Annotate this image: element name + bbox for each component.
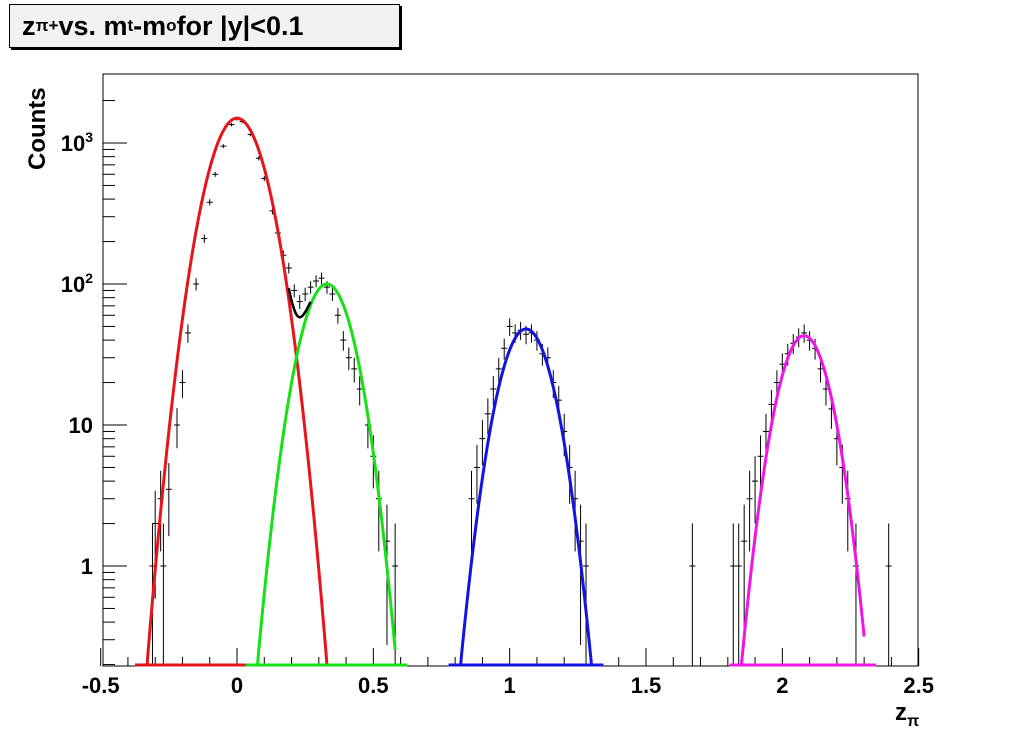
title-sub-t: t	[127, 16, 134, 35]
data-point	[206, 199, 213, 206]
y-tick-label: 1	[81, 554, 93, 579]
x-tick-label: 0	[231, 673, 243, 698]
x-tick-label: 2.5	[903, 673, 934, 698]
y-tick-label: 10	[69, 413, 93, 438]
data-point	[752, 456, 759, 524]
x-tick-label: 1.5	[631, 673, 662, 698]
data-point	[735, 523, 742, 666]
data-point	[490, 376, 497, 406]
title-tail: for |y|<0.1	[176, 10, 304, 41]
data-point	[801, 324, 808, 343]
y-tick-label-base: 1	[81, 554, 93, 579]
data-point	[506, 318, 513, 336]
data-point	[501, 338, 508, 360]
fit-curve	[255, 282, 397, 667]
data-point	[741, 504, 748, 645]
data-point	[356, 376, 363, 406]
data-point	[345, 347, 352, 371]
data-point	[307, 281, 314, 294]
y-tick-label: 102	[61, 270, 93, 297]
data-point	[160, 523, 167, 666]
data-point	[193, 278, 200, 291]
x-axis-label-sub: π	[907, 713, 919, 730]
data-point	[165, 463, 172, 537]
data-point	[757, 435, 764, 489]
x-tick-label: 0.5	[358, 673, 389, 698]
data-point	[302, 287, 309, 301]
plot-frame	[102, 73, 919, 667]
data-point	[285, 262, 292, 274]
x-tick-label: 2	[776, 673, 788, 698]
data-point	[351, 357, 358, 383]
data-point	[329, 287, 336, 301]
data-point	[212, 171, 219, 177]
data-point	[228, 122, 235, 127]
data-point	[689, 523, 696, 666]
data-point	[174, 408, 181, 449]
data-point	[184, 324, 191, 343]
y-tick-label-exponent: 2	[85, 270, 93, 286]
data-point	[746, 470, 753, 552]
y-tick-label-base: 10	[69, 413, 93, 438]
data-point	[313, 275, 320, 288]
fit-curve	[459, 327, 593, 667]
title-z: z	[22, 10, 36, 41]
data-point	[201, 234, 208, 243]
axis-ticks	[100, 100, 920, 666]
y-tick-label-exponent: 3	[85, 129, 93, 145]
y-tick-label: 103	[61, 129, 93, 156]
fit-curve	[145, 116, 329, 667]
x-tick-label: 1	[504, 673, 516, 698]
fit-curves	[135, 116, 877, 667]
chart-title: z π+ vs. m t -m o for |y|<0.1	[9, 4, 400, 48]
title-vs-m: vs. m	[58, 10, 128, 41]
title-minus-m: -m	[133, 10, 167, 41]
data-point	[885, 523, 892, 666]
x-tick-label: -0.5	[82, 673, 120, 698]
x-axis-label: zπ	[895, 699, 919, 730]
data-point	[730, 523, 737, 666]
y-tick-label-base: 10	[61, 131, 85, 156]
data-point	[495, 357, 502, 383]
y-tick-label-base: 10	[61, 272, 85, 297]
y-axis-label: Counts	[24, 87, 51, 170]
data-point	[473, 444, 480, 504]
data-point	[583, 523, 590, 666]
sum-fit-curve	[287, 288, 312, 319]
data-point	[291, 284, 298, 298]
data-point	[179, 370, 186, 399]
data-point	[479, 420, 486, 466]
data-point	[318, 272, 325, 285]
data-points	[149, 117, 892, 666]
data-point	[334, 307, 341, 324]
data-point	[484, 398, 491, 435]
data-point	[468, 470, 475, 552]
data-point	[296, 294, 303, 310]
x-axis-label-main: z	[895, 699, 907, 726]
fit-curve	[739, 334, 866, 665]
title-sub-pi: π+	[35, 16, 59, 35]
data-point	[220, 144, 227, 149]
title-sub-o: o	[166, 16, 177, 35]
data-point	[340, 331, 347, 351]
